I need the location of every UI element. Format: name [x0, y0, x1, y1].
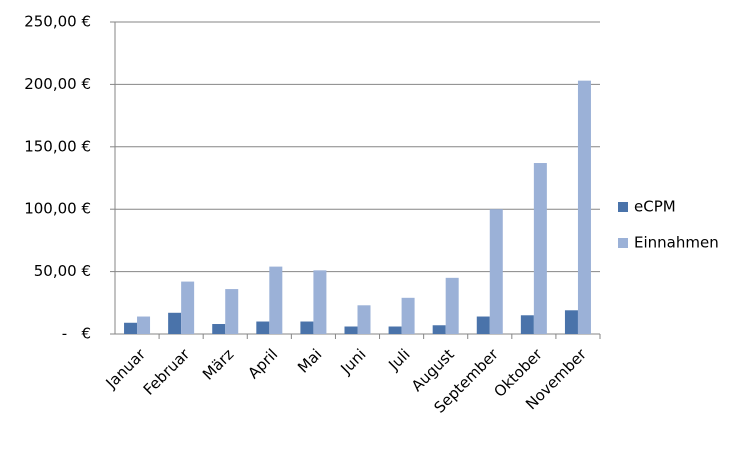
- legend-swatch: [618, 202, 628, 212]
- x-tick-label: Februar: [140, 345, 194, 399]
- bar: [225, 289, 239, 334]
- bar: [168, 312, 182, 334]
- legend-label: eCPM: [634, 198, 676, 216]
- x-tick-label: März: [199, 345, 237, 383]
- bar: [489, 209, 503, 334]
- bar: [533, 163, 547, 334]
- y-tick-label: 50,00 €: [34, 262, 91, 280]
- bar: [212, 324, 226, 334]
- bar: [313, 270, 327, 334]
- y-tick-label: 200,00 €: [24, 75, 91, 93]
- bar: [181, 281, 195, 334]
- y-tick-label: 100,00 €: [24, 200, 91, 218]
- bar: [401, 297, 415, 334]
- legend-label: Einnahmen: [634, 234, 719, 252]
- bar: [137, 316, 151, 334]
- y-tick-label: 250,00 €: [24, 13, 91, 31]
- x-tick-label: April: [244, 345, 281, 382]
- x-tick-label: Juli: [384, 345, 413, 374]
- bar: [269, 266, 283, 334]
- bar: [256, 321, 270, 334]
- x-tick-label: Juni: [337, 345, 370, 378]
- bar: [388, 326, 402, 334]
- bar: [520, 315, 534, 334]
- bar: [124, 322, 138, 334]
- y-tick-label: 150,00 €: [24, 137, 91, 155]
- bar: [300, 321, 314, 334]
- bar: [344, 326, 358, 334]
- bar: [432, 325, 446, 334]
- x-tick-label: Mai: [294, 345, 325, 376]
- y-tick-label: - €: [62, 325, 91, 343]
- bar: [577, 80, 591, 334]
- bar: [357, 305, 371, 334]
- bar: [445, 277, 459, 334]
- legend-swatch: [618, 238, 628, 248]
- bar: [564, 310, 578, 334]
- bar: [476, 316, 490, 334]
